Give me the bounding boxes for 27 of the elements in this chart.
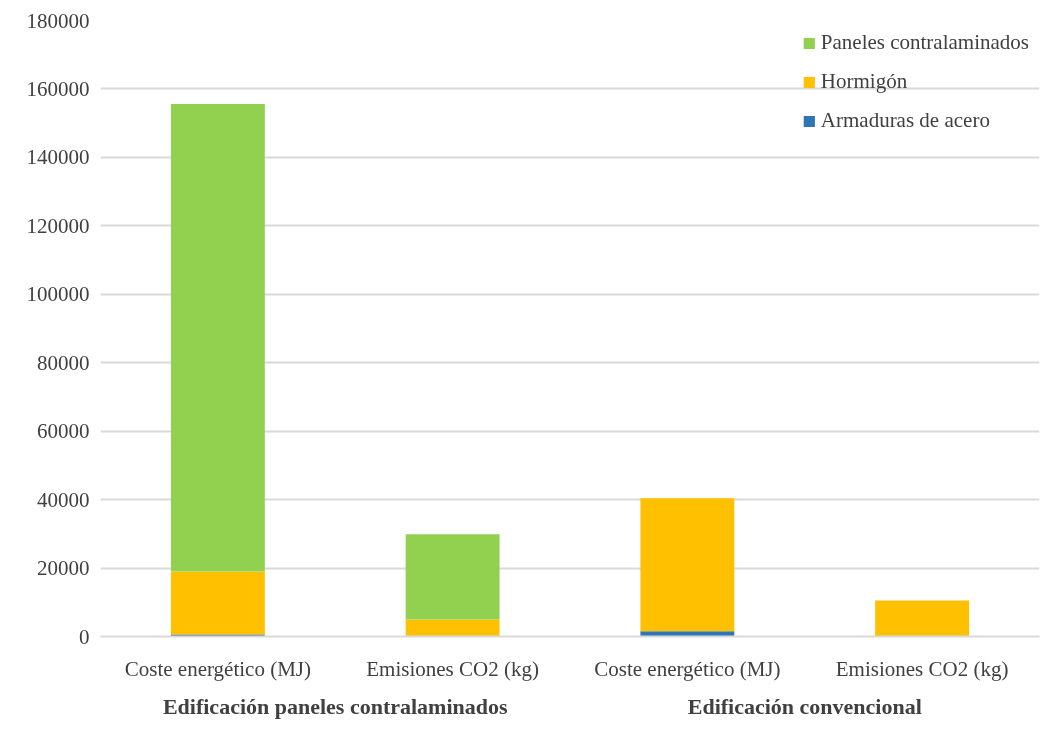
y-tick-label: 140000 xyxy=(26,145,90,170)
y-tick-label: 0 xyxy=(79,624,90,649)
y-tick-label: 180000 xyxy=(26,8,90,33)
legend-label: Armaduras de acero xyxy=(820,108,990,133)
y-tick-label: 120000 xyxy=(26,213,90,238)
y-tick-label: 100000 xyxy=(26,282,90,307)
text: Edificación convencional xyxy=(687,693,922,719)
bar xyxy=(875,600,970,637)
bar xyxy=(405,619,500,637)
bar xyxy=(170,634,265,637)
x-tick-label: Coste energético (MJ) xyxy=(594,656,781,681)
y-tick-label: 80000 xyxy=(37,350,90,375)
bar xyxy=(170,104,265,572)
text: Edificación paneles contralaminados xyxy=(162,693,509,719)
bar xyxy=(170,571,265,635)
legend-label: Hormigón xyxy=(820,69,908,94)
bar xyxy=(640,498,735,632)
x-tick-label: Emisiones CO2 (kg) xyxy=(835,656,1009,681)
y-tick-label: 60000 xyxy=(37,419,90,444)
x-tick-label: Emisiones CO2 (kg) xyxy=(366,656,539,681)
legend-label: Paneles contralaminados xyxy=(820,30,1029,55)
bar xyxy=(640,631,735,637)
y-tick-label: 20000 xyxy=(37,556,90,581)
bar xyxy=(405,534,500,620)
x-tick-label: Coste energético (MJ) xyxy=(124,656,311,681)
y-tick-label: 160000 xyxy=(26,76,90,101)
y-tick-label: 40000 xyxy=(37,487,90,512)
